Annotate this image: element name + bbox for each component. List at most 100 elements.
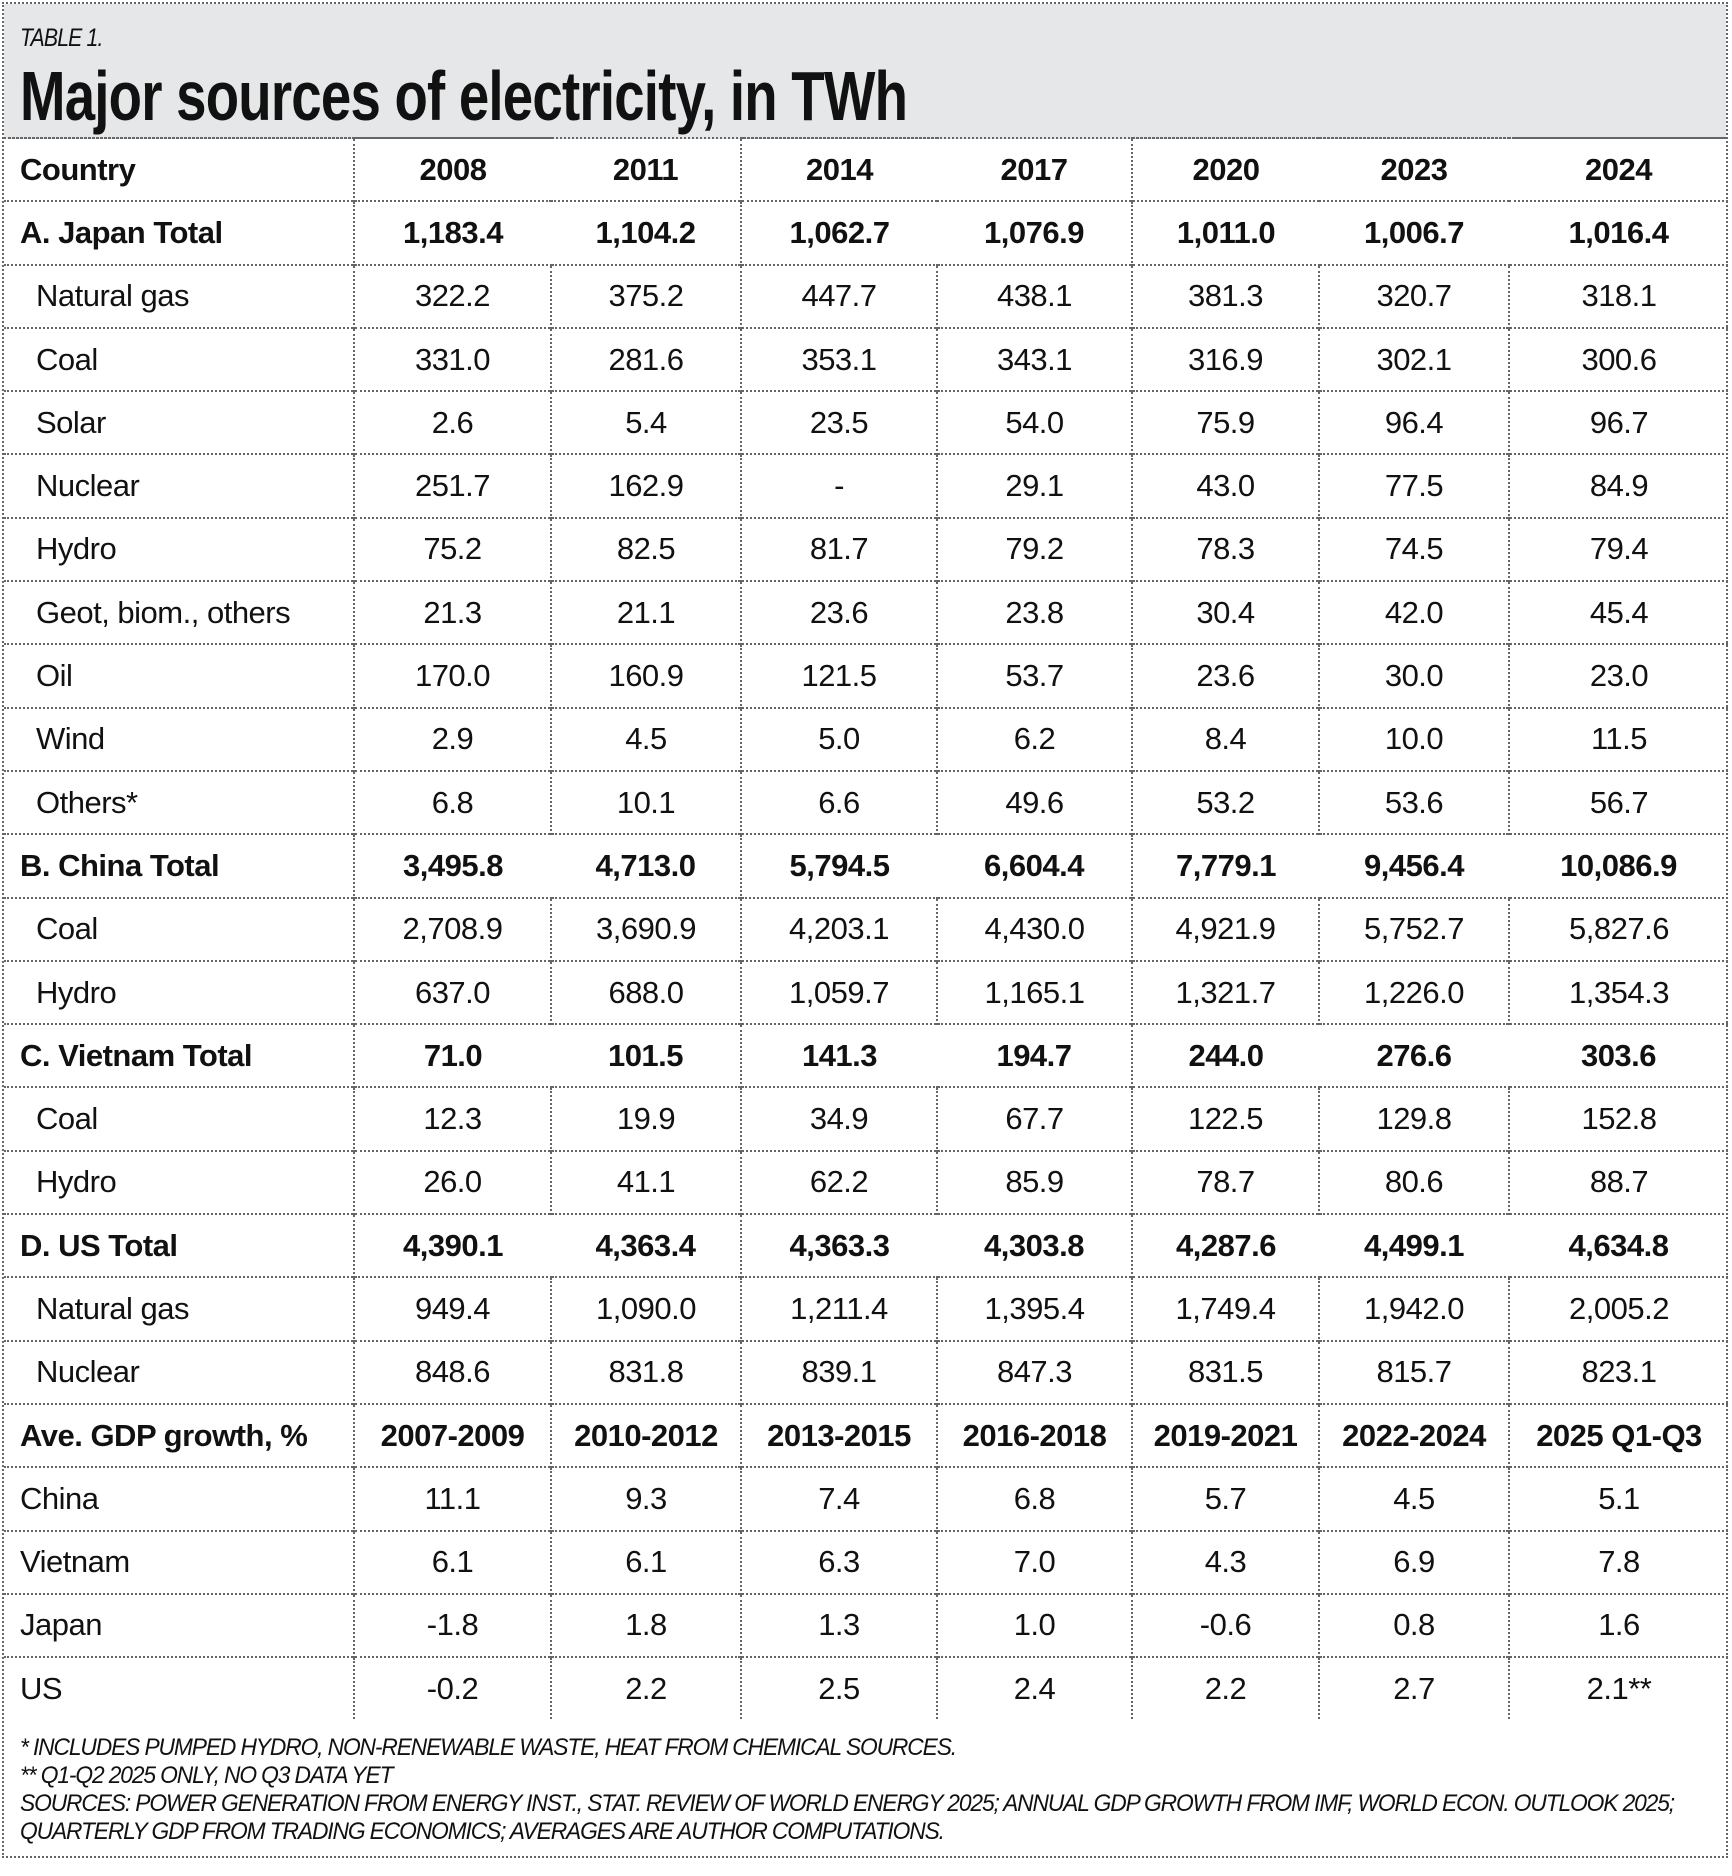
gdp-row: Vietnam 6.1 6.1 6.3 7.0 4.3 6.9 7.8 <box>4 1529 1728 1594</box>
row-label: Nuclear <box>4 453 354 518</box>
cell-value: 438.1 <box>936 263 1132 328</box>
cell-value: 5,794.5 <box>740 833 937 898</box>
row-label: Vietnam <box>4 1529 354 1594</box>
row-label: Nuclear <box>4 1339 354 1404</box>
cell-value: 2024 <box>1509 136 1728 202</box>
total-row: A. Japan Total 1,183.4 1,104.2 1,062.7 1,076… <box>4 200 1728 265</box>
footnote-line: SOURCES: POWER GENERATION FROM ENERGY IN… <box>20 1790 1675 1817</box>
cell-value: 43.0 <box>1131 453 1319 518</box>
cell-value: 2.1** <box>1508 1656 1728 1720</box>
row-label: Hydro <box>4 959 354 1025</box>
cell-value: 2017 <box>937 136 1132 202</box>
cell-value: 10,086.9 <box>1509 833 1728 898</box>
gdp-row: Japan -1.8 1.8 1.3 1.0 -0.6 0.8 1.6 <box>4 1592 1728 1658</box>
row-label: C. Vietnam Total <box>4 1023 354 1088</box>
cell-value: 75.2 <box>353 516 551 582</box>
table-row: Nuclear 251.7 162.9-29.1 43.0 77.5 84.9 <box>4 453 1728 518</box>
table-row: Nuclear 848.6 831.8 839.1 847.3 831.5 815.7 823… <box>4 1339 1728 1404</box>
cell-value: 1,059.7 <box>740 959 937 1025</box>
row-label: Coal <box>4 1086 354 1151</box>
cell-value: 447.7 <box>740 263 937 328</box>
cell-value: 815.7 <box>1318 1339 1509 1404</box>
cell-value: 244.0 <box>1131 1023 1319 1088</box>
cell-value: 1,062.7 <box>740 200 937 265</box>
cell-value: 30.4 <box>1131 580 1319 645</box>
row-label: Natural gas <box>4 1276 354 1341</box>
cell-value: 2025 Q1-Q3 <box>1508 1402 1728 1468</box>
cell-value: 78.3 <box>1131 516 1319 582</box>
cell-value: 11.5 <box>1508 706 1728 771</box>
cell-value: 2.9 <box>353 706 551 771</box>
cell-value: 80.6 <box>1318 1149 1509 1215</box>
cell-value: 10.1 <box>550 769 741 835</box>
cell-value: 6.2 <box>936 706 1132 771</box>
cell-value: 2016-2018 <box>936 1402 1132 1468</box>
row-label: B. China Total <box>4 833 354 898</box>
cell-value: 11.1 <box>353 1466 551 1531</box>
cell-value: 3,495.8 <box>353 833 551 898</box>
footnotes: * INCLUDES PUMPED HYDRO, NON-RENEWABLE W… <box>20 1734 1732 1846</box>
cell-value: 276.6 <box>1319 1023 1509 1088</box>
row-label: Coal <box>4 326 354 392</box>
cell-value: 6.8 <box>936 1466 1132 1531</box>
cell-value: 79.4 <box>1508 516 1728 582</box>
gdp-row: China 11.1 9.3 7.4 6.8 5.7 4.5 5.1 <box>4 1466 1728 1531</box>
cell-value: 194.7 <box>937 1023 1132 1088</box>
table-row: Oil 170.0 160.9 121.5 53.7 23.6 30.0 23.0 <box>4 643 1728 708</box>
cell-value: 42.0 <box>1318 580 1509 645</box>
cell-value: 2022-2024 <box>1318 1402 1509 1468</box>
cell-value: 251.7 <box>353 453 551 518</box>
table-row: Hydro 26.0 41.1 62.2 85.9 78.7 80.6 88.7 <box>4 1149 1728 1215</box>
cell-value: 8.4 <box>1131 706 1319 771</box>
cell-value: 6.8 <box>353 769 551 835</box>
cell-value: -1.8 <box>353 1592 551 1658</box>
cell-value: 4,634.8 <box>1509 1213 1728 1278</box>
cell-value: 62.2 <box>740 1149 937 1215</box>
row-label: A. Japan Total <box>4 200 354 265</box>
table-row: Others* 6.8 10.1 6.6 49.6 53.2 53.6 56.7 <box>4 769 1728 835</box>
cell-value: 2.6 <box>353 390 551 455</box>
cell-value: 84.9 <box>1508 453 1728 518</box>
cell-value: -0.2 <box>353 1656 551 1720</box>
cell-value: 2013-2015 <box>740 1402 937 1468</box>
cell-value: 9,456.4 <box>1319 833 1509 898</box>
cell-value: -0.6 <box>1131 1592 1319 1658</box>
cell-value: 831.8 <box>550 1339 741 1404</box>
row-label: Natural gas <box>4 263 354 328</box>
row-label: Ave. GDP growth, % <box>4 1402 354 1468</box>
cell-value: 54.0 <box>936 390 1132 455</box>
cell-value: 2,708.9 <box>353 896 551 961</box>
cell-value: 21.1 <box>550 580 741 645</box>
cell-value: 6.1 <box>550 1529 741 1594</box>
electricity-table: Country 2008 2011 2014 2017 2020 2023 2024 A. Ja… <box>4 136 1728 1720</box>
cell-value: 10.0 <box>1318 706 1509 771</box>
cell-value: 7.8 <box>1508 1529 1728 1594</box>
cell-value: 320.7 <box>1318 263 1509 328</box>
cell-value: 53.2 <box>1131 769 1319 835</box>
cell-value: 82.5 <box>550 516 741 582</box>
cell-value: 1,183.4 <box>353 200 551 265</box>
cell-value: 4.5 <box>550 706 741 771</box>
cell-value: 300.6 <box>1508 326 1728 392</box>
cell-value: 29.1 <box>936 453 1132 518</box>
cell-value: 5,752.7 <box>1318 896 1509 961</box>
cell-value: 688.0 <box>550 959 741 1025</box>
cell-value: 1,395.4 <box>936 1276 1132 1341</box>
cell-value: - <box>740 453 937 518</box>
cell-value: 71.0 <box>353 1023 551 1088</box>
cell-value: 56.7 <box>1508 769 1728 835</box>
cell-value: 1.6 <box>1508 1592 1728 1658</box>
table-row: Geot, biom., others 21.3 21.1 23.6 23.8 30.4 4… <box>4 580 1728 645</box>
row-label: Solar <box>4 390 354 455</box>
cell-value: 7,779.1 <box>1131 833 1319 898</box>
cell-value: 281.6 <box>550 326 741 392</box>
cell-value: 23.6 <box>740 580 937 645</box>
cell-value: 1,226.0 <box>1318 959 1509 1025</box>
cell-value: 2020 <box>1131 136 1319 202</box>
cell-value: 4,390.1 <box>353 1213 551 1278</box>
cell-value: 19.9 <box>550 1086 741 1151</box>
cell-value: 26.0 <box>353 1149 551 1215</box>
cell-value: 316.9 <box>1131 326 1319 392</box>
gdp-row: US -0.2 2.2 2.5 2.4 2.2 2.7 2.1** <box>4 1656 1728 1720</box>
cell-value: 5.1 <box>1508 1466 1728 1531</box>
